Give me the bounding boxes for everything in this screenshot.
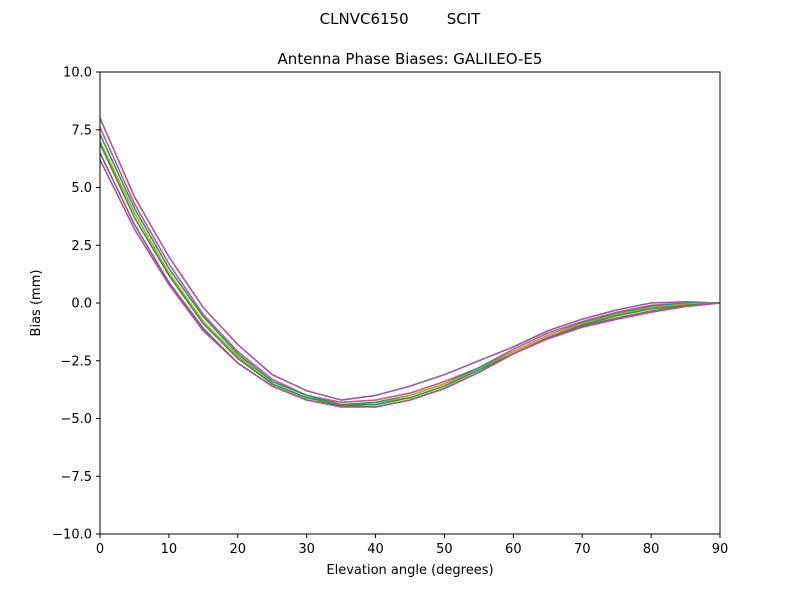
y-axis-label: Bias (mm) [29, 270, 44, 337]
x-tick-label: 80 [643, 542, 660, 557]
y-tick-label: −5.0 [60, 412, 92, 427]
x-tick-label: 30 [298, 542, 315, 557]
y-tick-label: 10.0 [63, 66, 92, 81]
y-tick-label: 7.5 [71, 123, 92, 138]
y-tick-label: 2.5 [71, 239, 92, 254]
x-axis-label: Elevation angle (degrees) [326, 563, 493, 578]
x-tick-label: 10 [161, 542, 178, 557]
x-tick-label: 90 [712, 542, 729, 557]
y-tick-label: 5.0 [71, 181, 92, 196]
x-tick-label: 60 [505, 542, 522, 557]
x-tick-label: 0 [96, 542, 104, 557]
x-tick-label: 40 [367, 542, 384, 557]
x-tick-label: 20 [230, 542, 247, 557]
y-tick-label: −7.5 [60, 470, 92, 485]
figure-suptitle: CLNVC6150 SCIT [320, 10, 482, 28]
series-line-2 [99, 127, 720, 404]
y-tick-label: 0.0 [71, 297, 92, 312]
chart-title: Antenna Phase Biases: GALILEO-E5 [278, 50, 543, 68]
series-layer [99, 117, 721, 408]
y-tick-label: −10.0 [52, 528, 92, 543]
y-tick-label: −2.5 [60, 354, 92, 369]
series-line-5 [99, 143, 721, 406]
series-line-7 [99, 159, 721, 408]
x-tick-label: 50 [436, 542, 453, 557]
tick-layer: 0 10 20 30 40 50 60 70 80 90 −10.0 −7.5 −5.0 −2.5 0.0 2… [52, 66, 728, 558]
x-tick-label: 70 [574, 542, 591, 557]
series-line-4 [99, 140, 721, 406]
plot-frame [99, 71, 721, 535]
series-line-1 [99, 117, 721, 401]
